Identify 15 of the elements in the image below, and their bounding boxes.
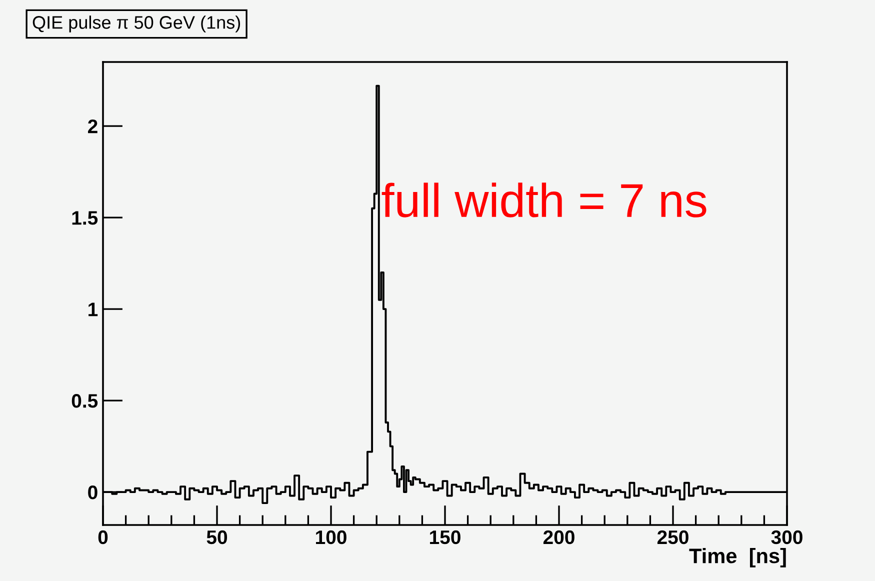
x-tick-label: 150	[430, 530, 460, 544]
y-tick-label: 0	[88, 486, 98, 500]
x-tick-label: 200	[543, 530, 574, 544]
x-tick-label: 250	[657, 530, 688, 544]
chart-title: QIE pulse π 50 GeV (1ns)	[32, 16, 240, 32]
x-tick-label: 100	[316, 530, 346, 544]
x-tick-label: 300	[771, 530, 802, 544]
y-tick-label: 2	[88, 120, 98, 134]
annotation: full width = 7 ns	[382, 182, 706, 218]
x-tick-label: 50	[206, 530, 228, 544]
x-axis-title: Time [ns]	[689, 548, 786, 568]
y-tick-label: 1.5	[72, 211, 98, 225]
y-tick-label: 0.5	[72, 394, 98, 408]
x-tick-label: 0	[98, 530, 108, 544]
y-tick-label: 1	[88, 302, 98, 316]
